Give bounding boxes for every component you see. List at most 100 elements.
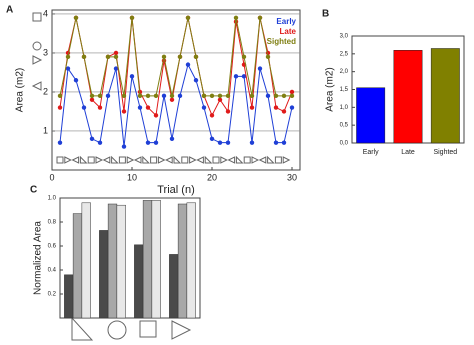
point bbox=[57, 105, 63, 110]
point bbox=[217, 97, 223, 102]
bar bbox=[64, 274, 74, 319]
shape-icon bbox=[243, 156, 251, 164]
point bbox=[177, 93, 183, 99]
bar bbox=[430, 48, 460, 144]
shape-icon bbox=[87, 156, 95, 164]
point bbox=[281, 93, 287, 99]
shape-icons bbox=[31, 12, 192, 341]
point bbox=[97, 105, 103, 110]
point bbox=[217, 93, 223, 99]
point bbox=[273, 140, 279, 145]
y-tick-label: 3,0 bbox=[340, 34, 349, 40]
point bbox=[289, 93, 295, 99]
shape-icon bbox=[274, 156, 282, 164]
shape-icon bbox=[71, 156, 80, 164]
shape-icon bbox=[126, 156, 135, 164]
point bbox=[129, 15, 135, 21]
point bbox=[265, 93, 271, 99]
x-tick-label: 30 bbox=[287, 172, 297, 182]
point bbox=[161, 93, 167, 99]
point bbox=[193, 78, 199, 83]
point bbox=[281, 140, 287, 145]
bar bbox=[107, 203, 118, 319]
point bbox=[73, 15, 79, 21]
point bbox=[225, 140, 231, 145]
point bbox=[281, 109, 287, 114]
point bbox=[177, 54, 183, 60]
point bbox=[65, 54, 71, 60]
point bbox=[73, 78, 79, 83]
plot-frame bbox=[59, 197, 201, 319]
bar bbox=[142, 200, 153, 319]
shape-icon bbox=[181, 156, 189, 164]
shape-icon bbox=[150, 156, 158, 164]
bar bbox=[99, 230, 109, 319]
point bbox=[257, 66, 263, 71]
point bbox=[145, 140, 151, 145]
shape-icon bbox=[133, 156, 142, 164]
legend-label: Sighted bbox=[267, 37, 296, 46]
x-tick-label: 20 bbox=[207, 172, 217, 182]
shape-icon bbox=[157, 156, 166, 164]
y-tick-label: 1.0 bbox=[48, 196, 57, 202]
shape-icon bbox=[189, 156, 197, 164]
shape-icon bbox=[79, 155, 88, 164]
x-tick-label: 0 bbox=[49, 172, 54, 182]
point bbox=[121, 109, 127, 114]
point bbox=[65, 66, 71, 71]
y-tick-label: 0.6 bbox=[48, 244, 57, 250]
legend-label: Early bbox=[276, 17, 296, 26]
shape-icon bbox=[64, 156, 72, 164]
point bbox=[257, 15, 263, 21]
point bbox=[185, 15, 191, 21]
point bbox=[105, 93, 111, 99]
point bbox=[209, 136, 215, 141]
shape-icon bbox=[56, 156, 64, 164]
point bbox=[145, 105, 151, 110]
point bbox=[145, 93, 151, 99]
point bbox=[57, 140, 63, 145]
point bbox=[121, 144, 127, 149]
y-tick-label: 0,0 bbox=[340, 141, 349, 147]
shape-icon bbox=[102, 156, 111, 164]
point bbox=[153, 113, 159, 118]
bar bbox=[177, 203, 188, 319]
y-tick-label: 0.4 bbox=[48, 268, 57, 274]
point bbox=[217, 140, 223, 145]
point bbox=[233, 15, 239, 21]
point bbox=[201, 93, 207, 99]
point bbox=[209, 93, 215, 99]
y-tick-label: 1,5 bbox=[340, 87, 349, 93]
point bbox=[289, 105, 295, 110]
point bbox=[105, 54, 111, 60]
point bbox=[169, 93, 175, 99]
shape-icon bbox=[165, 156, 173, 164]
point bbox=[97, 93, 103, 99]
point bbox=[97, 140, 103, 145]
point bbox=[193, 54, 199, 60]
bar bbox=[356, 87, 386, 144]
bar bbox=[134, 244, 144, 319]
point bbox=[169, 97, 175, 102]
point bbox=[113, 50, 119, 56]
x-tick-label: Sighted bbox=[433, 149, 457, 156]
point bbox=[129, 74, 135, 79]
y-tick-label: 0,5 bbox=[340, 123, 349, 129]
bar bbox=[81, 202, 91, 319]
point bbox=[113, 54, 119, 60]
y-tick-label: 4 bbox=[43, 8, 48, 18]
point bbox=[225, 93, 231, 99]
y-tick-label: 2,0 bbox=[340, 69, 349, 75]
x-axis-label: Trial (n) bbox=[157, 184, 194, 196]
panel-letter: C bbox=[30, 185, 37, 196]
y-tick-label: 2,5 bbox=[340, 51, 349, 57]
x-tick-label: Late bbox=[401, 149, 415, 156]
point bbox=[241, 54, 247, 60]
shape-icon bbox=[111, 155, 119, 164]
shape-icon bbox=[142, 155, 151, 164]
point bbox=[161, 54, 167, 60]
bar bbox=[116, 204, 126, 319]
shape-icon bbox=[95, 156, 104, 164]
panel-letter: B bbox=[322, 9, 329, 20]
